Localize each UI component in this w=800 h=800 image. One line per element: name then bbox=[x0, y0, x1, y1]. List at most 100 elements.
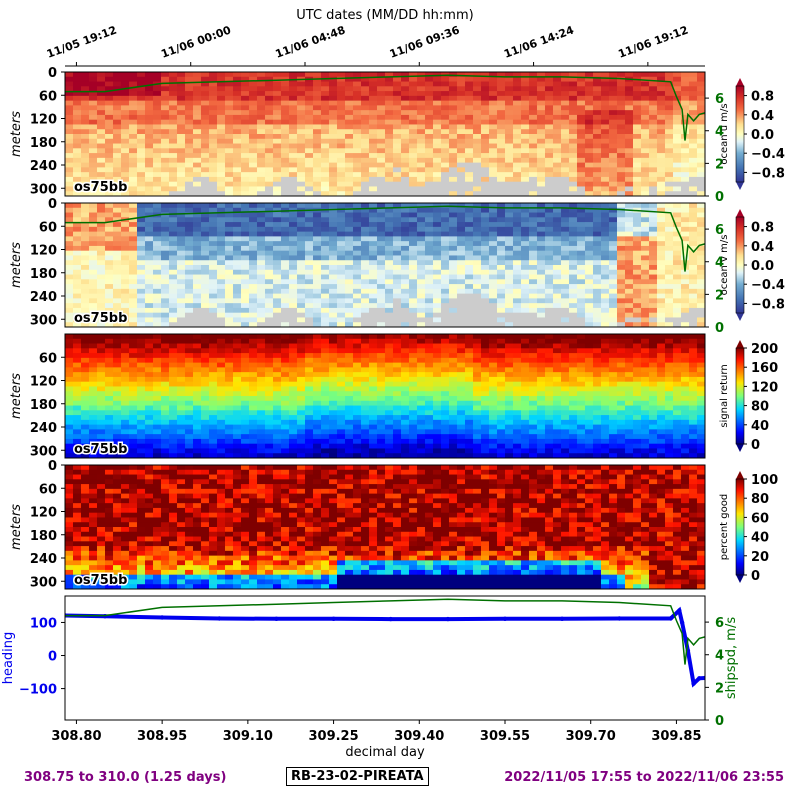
heatmap-cell bbox=[201, 303, 210, 309]
heatmap-cell bbox=[545, 207, 554, 214]
heatmap-cell bbox=[481, 157, 490, 164]
heatmap-cell bbox=[65, 443, 74, 450]
heatmap-cell bbox=[169, 343, 178, 349]
heatmap-cell bbox=[185, 260, 194, 266]
heatmap-cell bbox=[401, 312, 410, 319]
heatmap-cell bbox=[497, 72, 506, 78]
heatmap-cell bbox=[617, 279, 626, 285]
top-axis-tick-label: 11/05 19:12 bbox=[45, 23, 118, 60]
heatmap-cell bbox=[665, 284, 674, 290]
heatmap-cell bbox=[489, 110, 498, 116]
heatmap-cell bbox=[657, 255, 666, 261]
heatmap-cell bbox=[409, 274, 418, 280]
heatmap-cell bbox=[537, 217, 546, 223]
heatmap-cell bbox=[457, 143, 466, 149]
heatmap-cell bbox=[441, 231, 450, 237]
heatmap-cell bbox=[449, 260, 458, 266]
heatmap-cell bbox=[441, 181, 450, 188]
heatmap-cell bbox=[121, 284, 130, 290]
heatmap-cell bbox=[89, 279, 98, 285]
heatmap-cell bbox=[633, 298, 642, 304]
heatmap-cell bbox=[73, 157, 82, 164]
heatmap-cell bbox=[217, 181, 226, 188]
heatmap-cell bbox=[641, 134, 650, 140]
heatmap-cell bbox=[385, 279, 394, 285]
heatmap-cell bbox=[273, 81, 282, 87]
heatmap-cell bbox=[281, 250, 290, 257]
heatmap-cell bbox=[81, 114, 90, 121]
heatmap-cell bbox=[217, 334, 226, 340]
heatmap-cell bbox=[73, 241, 82, 247]
heatmap-cell bbox=[257, 76, 266, 83]
heatmap-cell bbox=[473, 76, 482, 83]
heatmap-cell bbox=[177, 338, 186, 345]
heatmap-cell bbox=[121, 186, 130, 192]
heatmap-cell bbox=[145, 236, 154, 242]
heatmap-cell bbox=[89, 443, 98, 450]
heatmap-cell bbox=[497, 284, 506, 290]
heatmap-cell bbox=[601, 298, 610, 304]
heatmap-cell bbox=[569, 119, 578, 126]
heatmap-cell bbox=[409, 303, 418, 309]
heatmap-cell bbox=[281, 226, 290, 233]
heatmap-cell bbox=[593, 167, 602, 173]
heatmap-cell bbox=[217, 231, 226, 237]
heatmap-cell bbox=[297, 86, 306, 92]
heatmap-cell bbox=[321, 312, 330, 319]
heatmap-cell bbox=[497, 222, 506, 228]
heatmap-cell bbox=[65, 138, 74, 145]
heatmap-cell bbox=[129, 400, 138, 407]
heatmap-cell bbox=[273, 343, 282, 349]
heatmap-cell bbox=[289, 293, 298, 299]
heatmap-cell bbox=[673, 298, 682, 304]
heatmap-cell bbox=[297, 95, 306, 102]
heatmap-cell bbox=[217, 124, 226, 130]
heatmap-cell bbox=[553, 181, 562, 188]
heatmap-cell bbox=[617, 231, 626, 237]
heatmap-cell bbox=[513, 172, 522, 178]
heatmap-cell bbox=[89, 453, 98, 458]
heatmap-cell bbox=[297, 269, 306, 276]
heatmap-cell bbox=[673, 303, 682, 309]
heatmap-cell bbox=[433, 114, 442, 121]
heatmap-cell bbox=[449, 148, 458, 154]
heatmap-cell bbox=[153, 217, 162, 223]
heatmap-cell bbox=[481, 226, 490, 233]
heatmap-cell bbox=[81, 424, 90, 430]
heatmap-cell bbox=[345, 81, 354, 87]
heatmap-cell bbox=[321, 231, 330, 237]
heatmap-cell bbox=[321, 222, 330, 228]
heatmap-cell bbox=[633, 317, 642, 323]
heatmap-cell bbox=[265, 453, 274, 458]
heatmap-cell bbox=[233, 148, 242, 154]
heatmap-cell bbox=[313, 143, 322, 149]
heatmap-cell bbox=[553, 222, 562, 228]
heatmap-cell bbox=[65, 76, 74, 83]
heatmap-cell bbox=[337, 284, 346, 290]
heatmap-cell bbox=[81, 95, 90, 102]
heatmap-cell bbox=[209, 312, 218, 319]
heatmap-cell bbox=[505, 284, 514, 290]
heatmap-cell bbox=[161, 372, 170, 378]
heatmap-cell bbox=[201, 91, 210, 97]
colorbar-tick-label: 0.8 bbox=[751, 90, 774, 105]
heatmap-cell bbox=[689, 153, 698, 159]
heatmap-cell bbox=[393, 138, 402, 145]
heatmap-cell bbox=[489, 312, 498, 319]
heatmap-cell bbox=[185, 203, 194, 209]
heatmap-cell bbox=[401, 176, 410, 183]
heatmap-cell bbox=[185, 307, 194, 314]
heatmap-cell bbox=[105, 236, 114, 242]
heatmap-cell bbox=[113, 381, 122, 388]
heatmap-cell bbox=[377, 279, 386, 285]
heatmap-cell bbox=[65, 110, 74, 116]
heatmap-cell bbox=[145, 129, 154, 135]
heatmap-cell bbox=[313, 167, 322, 173]
heatmap-cell bbox=[201, 298, 210, 304]
heatmap-cell bbox=[345, 95, 354, 102]
heatmap-cell bbox=[585, 269, 594, 276]
heatmap-cell bbox=[145, 400, 154, 407]
heatmap-cell bbox=[337, 298, 346, 304]
heatmap-cell bbox=[121, 129, 130, 135]
heatmap-cell bbox=[73, 181, 82, 188]
